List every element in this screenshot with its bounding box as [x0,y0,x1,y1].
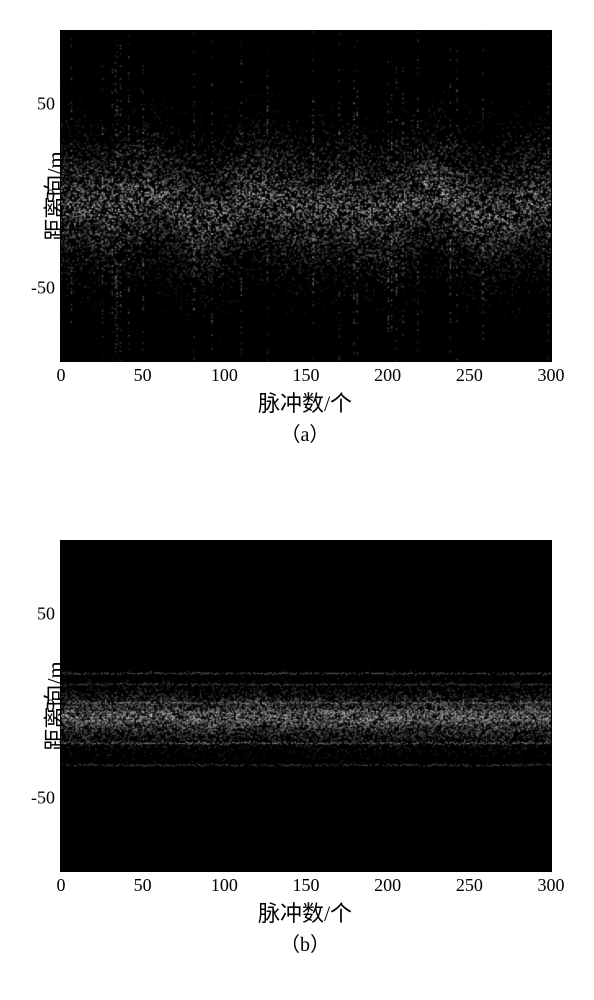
tickmark [551,866,552,871]
tickmark [61,356,62,361]
xlabel-a: 脉冲数/个 [258,386,352,418]
tickmark [61,104,66,105]
ytick-b-50: 50 [37,604,55,625]
tickmark [142,31,143,36]
xtick-a-300: 300 [538,365,565,386]
tickmark [387,866,388,871]
tickmark [142,866,143,871]
tickmark [306,541,307,546]
tickmark [546,706,551,707]
xtick-a-100: 100 [211,365,238,386]
axes-b: 50 0 -50 0 50 100 150 200 250 300 [60,540,552,872]
tickmark [551,356,552,361]
tickmark [61,614,66,615]
sublabel-a: （a） [281,418,330,447]
xtick-a-200: 200 [374,365,401,386]
xtick-a-50: 50 [134,365,152,386]
tickmark [546,196,551,197]
xtick-b-50: 50 [134,875,152,896]
tickmark [546,287,551,288]
tickmark [61,31,62,36]
axes-a: 50 0 -50 0 50 100 150 200 250 300 [60,30,552,362]
tickmark [142,541,143,546]
tickmark [469,356,470,361]
tickmark [551,31,552,36]
xtick-b-100: 100 [211,875,238,896]
intensity-plot-a [61,31,551,361]
tickmark [546,614,551,615]
xtick-a-150: 150 [293,365,320,386]
tickmark [469,866,470,871]
xlabel-b: 脉冲数/个 [258,896,352,928]
tickmark [224,866,225,871]
tickmark [387,31,388,36]
panel-b: 50 0 -50 0 50 100 150 200 250 300 [60,540,550,872]
xtick-b-150: 150 [293,875,320,896]
tickmark [551,541,552,546]
tickmark [224,541,225,546]
ylabel-a: 距离向/m [38,151,70,240]
tickmark [387,541,388,546]
tickmark [306,866,307,871]
tickmark [61,866,62,871]
xtick-b-300: 300 [538,875,565,896]
tickmark [306,31,307,36]
tickmark [61,541,62,546]
tickmark [224,356,225,361]
ytick-a--50: -50 [31,277,55,298]
tickmark [469,31,470,36]
ytick-b--50: -50 [31,787,55,808]
tickmark [61,287,66,288]
tickmark [469,541,470,546]
tickmark [61,797,66,798]
xtick-a-250: 250 [456,365,483,386]
figure-page: 50 0 -50 0 50 100 150 200 250 300 [0,0,594,1000]
xtick-b-200: 200 [374,875,401,896]
ylabel-b: 距离向/m [38,661,70,750]
ytick-a-50: 50 [37,94,55,115]
tickmark [546,104,551,105]
tickmark [142,356,143,361]
tickmark [306,356,307,361]
intensity-plot-b [61,541,551,871]
tickmark [387,356,388,361]
sublabel-b: （b） [280,928,330,957]
xtick-b-250: 250 [456,875,483,896]
tickmark [546,797,551,798]
xtick-a-0: 0 [57,365,66,386]
tickmark [224,31,225,36]
panel-a: 50 0 -50 0 50 100 150 200 250 300 [60,30,550,362]
xtick-b-0: 0 [57,875,66,896]
